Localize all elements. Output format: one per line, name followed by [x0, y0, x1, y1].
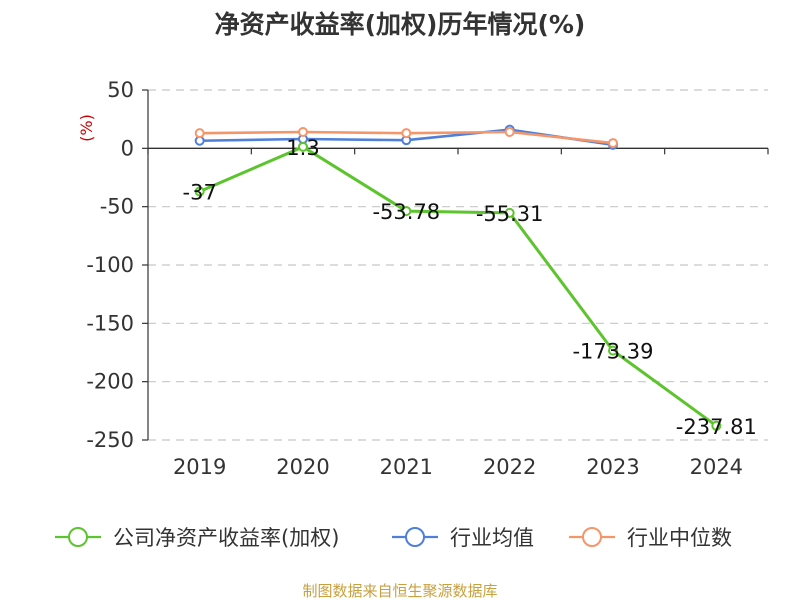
legend-label: 公司净资产收益率(加权)	[113, 526, 339, 550]
legend-marker	[582, 527, 602, 547]
x-axis-ticks: 2019 2020 2021 2022 2023 2024	[173, 455, 743, 479]
data-point[interactable]	[608, 138, 618, 149]
data-point[interactable]	[401, 128, 412, 139]
legend-marker	[68, 527, 88, 547]
legend[interactable]: 公司净资产收益率(加权) 行业均值 行业中位数	[55, 526, 732, 550]
data-label: -173.39	[572, 340, 653, 364]
legend-item-1[interactable]: 行业均值	[392, 526, 534, 550]
legend-marker	[405, 527, 425, 547]
data-labels: -37 1.3 -53.78 -55.31 -173.39 -237.81	[183, 136, 757, 439]
legend-label: 行业中位数	[627, 526, 732, 550]
x-tick-label: 2020	[276, 455, 329, 479]
x-tick-label: 2023	[586, 455, 639, 479]
x-tick-label: 2019	[173, 455, 226, 479]
data-point[interactable]	[504, 207, 515, 218]
y-axis-unit: (%)	[77, 114, 96, 142]
y-tick-label: -250	[86, 428, 134, 452]
y-tick-label: -150	[86, 311, 134, 335]
data-label: 1.3	[286, 136, 319, 160]
source-note: 制图数据来自恒生聚源数据库	[302, 582, 497, 600]
data-point[interactable]	[504, 127, 515, 137]
data-point[interactable]	[194, 128, 205, 139]
x-tick-label: 2024	[690, 455, 743, 479]
y-tick-label: -100	[86, 253, 134, 277]
data-label: -37	[183, 181, 217, 205]
legend-item-0[interactable]: 公司净资产收益率(加权)	[55, 526, 339, 550]
x-tick-label: 2022	[483, 455, 536, 479]
data-point[interactable]	[298, 127, 308, 137]
data-label: -53.78	[372, 200, 440, 224]
data-point[interactable]	[608, 345, 618, 356]
data-point[interactable]	[298, 141, 308, 152]
axes	[147, 90, 769, 440]
data-label: -55.31	[476, 202, 544, 226]
series-line-0	[199, 145, 718, 427]
x-tick-label: 2021	[380, 455, 433, 479]
legend-label: 行业均值	[450, 526, 534, 550]
chart-title: 净资产收益率(加权)历年情况(%)	[215, 10, 586, 39]
y-tick-label: 50	[107, 78, 134, 102]
series-group	[194, 124, 722, 431]
y-tick-label: 0	[121, 136, 134, 160]
data-point[interactable]	[401, 206, 412, 217]
data-point[interactable]	[194, 186, 205, 197]
legend-item-2[interactable]: 行业中位数	[569, 526, 732, 550]
data-label: -237.81	[676, 415, 757, 439]
data-point[interactable]	[711, 420, 722, 431]
y-tick-label: -200	[86, 370, 134, 394]
y-tick-label: -50	[100, 195, 134, 219]
grid-lines	[148, 89, 768, 441]
y-axis-ticks: 50 0 -50 -100 -150 -200 -250	[86, 78, 148, 452]
